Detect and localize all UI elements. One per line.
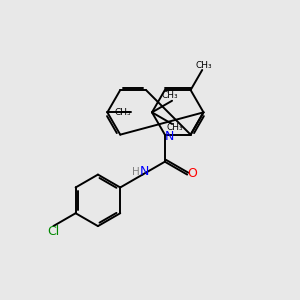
Text: Cl: Cl <box>47 225 59 238</box>
Text: O: O <box>187 167 197 180</box>
Text: N: N <box>140 165 149 178</box>
Text: CH₃: CH₃ <box>167 123 183 132</box>
Text: N: N <box>165 130 175 143</box>
Text: H: H <box>132 167 140 177</box>
Text: CH₃: CH₃ <box>196 61 212 70</box>
Text: CH₃: CH₃ <box>162 91 178 100</box>
Text: CH₃: CH₃ <box>114 108 131 117</box>
